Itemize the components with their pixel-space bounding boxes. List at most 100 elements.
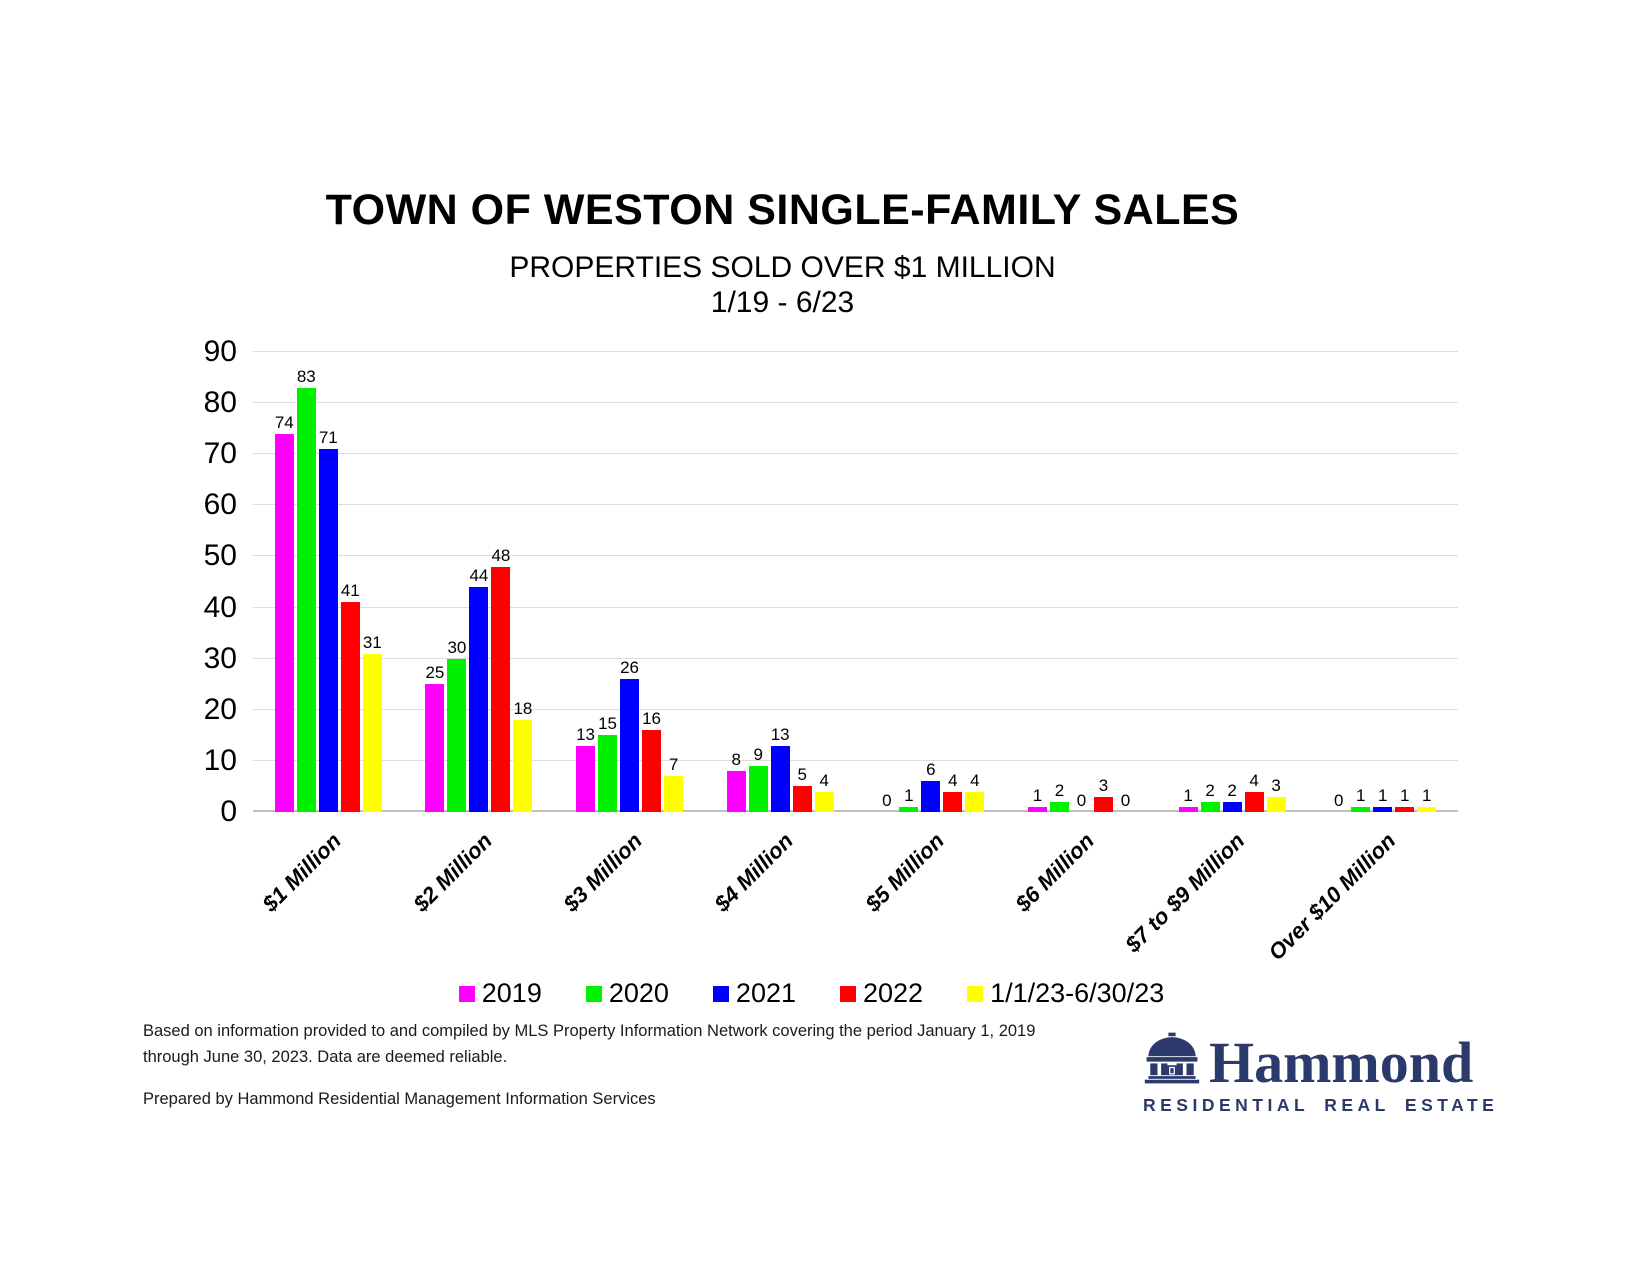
data-label: 83 bbox=[296, 366, 316, 386]
hammond-logo: Hammond RESIDENTIAL REAL ESTATE bbox=[1143, 1030, 1499, 1116]
bar-slot: 41 bbox=[340, 352, 360, 812]
footnote-line3: Prepared by Hammond Residential Manageme… bbox=[143, 1090, 656, 1108]
bar-1/1/23-6/30/23 bbox=[664, 776, 684, 812]
bar-2020 bbox=[296, 387, 316, 812]
data-label: 3 bbox=[1098, 775, 1109, 795]
x-axis-line bbox=[253, 810, 1458, 812]
data-label: 2 bbox=[1227, 780, 1237, 800]
bar-slot: 13 bbox=[576, 352, 596, 812]
x-axis-label: $5 Million bbox=[859, 828, 949, 917]
bar-group: 74 83 71 41 31 bbox=[253, 352, 404, 812]
legend-swatch-icon bbox=[458, 985, 475, 1002]
data-label: 74 bbox=[274, 412, 294, 432]
bar-slot: 13 bbox=[770, 352, 790, 812]
data-label: 2 bbox=[1054, 780, 1065, 800]
bar-2021 bbox=[318, 449, 338, 812]
bar-chart: 0 10 20 30 40 50 60 70 80 90 74 83 71 41 31 25 30 44 48 18… bbox=[165, 337, 1458, 827]
bar-slot: 16 bbox=[642, 352, 662, 812]
bar-slot: 1 bbox=[1027, 352, 1047, 812]
bar-2020 bbox=[748, 766, 768, 812]
data-label: 41 bbox=[340, 581, 360, 601]
footnote-line2: through June 30, 2023. Data are deemed r… bbox=[143, 1048, 508, 1066]
legend: 2019 2020 2021 2022 1/1/23-6/30/23 bbox=[165, 978, 1458, 1009]
legend-item: 1/1/23-6/30/23 bbox=[967, 978, 1164, 1009]
bar-2019 bbox=[274, 433, 294, 812]
bar-slot: 74 bbox=[274, 352, 294, 812]
bar-slot: 2 bbox=[1200, 352, 1220, 812]
bar-slot: 0 bbox=[877, 352, 896, 812]
bar-2020 bbox=[447, 658, 467, 812]
legend-label: 2020 bbox=[608, 978, 669, 1008]
data-label: 48 bbox=[491, 545, 511, 565]
legend-item: 2022 bbox=[840, 978, 923, 1009]
x-label-cell: Over $10 Million bbox=[1263, 814, 1458, 974]
bar-2022 bbox=[491, 566, 511, 812]
bar-slot: 44 bbox=[469, 352, 489, 812]
bar-slot: 0 bbox=[1072, 352, 1091, 812]
bar-slot: 83 bbox=[296, 352, 316, 812]
y-tick-label: 20 bbox=[203, 692, 237, 726]
bar-2022 bbox=[340, 602, 360, 812]
gridline bbox=[253, 759, 1458, 761]
gridline bbox=[253, 453, 1458, 455]
hammond-wordmark: Hammond bbox=[1209, 1030, 1474, 1095]
bar-slot: 26 bbox=[620, 352, 640, 812]
data-label: 9 bbox=[753, 745, 763, 764]
y-tick-label: 60 bbox=[203, 488, 237, 522]
data-label: 15 bbox=[598, 714, 618, 734]
bar-slot: 18 bbox=[513, 352, 533, 812]
bar-2020 bbox=[598, 735, 618, 812]
bar-slot: 48 bbox=[491, 352, 511, 812]
bar-group: 8 9 13 5 4 bbox=[705, 352, 856, 812]
bar-slot: 3 bbox=[1266, 352, 1286, 812]
gridline bbox=[253, 657, 1458, 659]
data-label: 4 bbox=[970, 770, 980, 790]
legend-item: 2021 bbox=[712, 978, 796, 1009]
data-label: 30 bbox=[447, 637, 467, 657]
gridline bbox=[253, 708, 1458, 710]
data-label: 0 bbox=[1120, 791, 1131, 810]
legend-label: 2022 bbox=[863, 978, 924, 1008]
data-label: 0 bbox=[882, 791, 892, 810]
x-axis-label: $3 Million bbox=[558, 828, 648, 917]
bar-slot: 71 bbox=[318, 352, 338, 812]
gridline bbox=[253, 606, 1458, 608]
data-label: 1 bbox=[1377, 785, 1388, 805]
data-label: 13 bbox=[576, 724, 596, 744]
bar-2022 bbox=[1093, 796, 1113, 812]
bar-1/1/23-6/30/23 bbox=[362, 653, 382, 812]
legend-swatch-icon bbox=[712, 985, 729, 1002]
data-label: 1 bbox=[1032, 785, 1043, 805]
bar-slot: 4 bbox=[943, 352, 963, 812]
legend-swatch-icon bbox=[967, 985, 984, 1002]
x-axis-label: $2 Million bbox=[408, 828, 497, 917]
gridline bbox=[253, 351, 1458, 352]
data-label: 7 bbox=[668, 755, 679, 775]
data-label: 18 bbox=[513, 699, 533, 718]
bar-group: 13 15 26 16 7 bbox=[554, 352, 705, 812]
bar-2022 bbox=[943, 791, 963, 812]
data-label: 6 bbox=[926, 760, 936, 780]
footnote: Based on information provided to and com… bbox=[143, 1018, 1035, 1112]
hammond-tagline: RESIDENTIAL REAL ESTATE bbox=[1143, 1095, 1499, 1115]
legend-swatch-icon bbox=[585, 985, 602, 1002]
bar-slot: 25 bbox=[425, 352, 445, 812]
data-label: 16 bbox=[642, 709, 662, 729]
data-label: 1 bbox=[1421, 785, 1432, 805]
title-block: TOWN OF WESTON SINGLE-FAMILY SALES PROPE… bbox=[0, 186, 1565, 320]
data-label: 1 bbox=[1355, 785, 1366, 805]
footnote-line1: Based on information provided to and com… bbox=[143, 1022, 1036, 1040]
y-tick-label: 10 bbox=[203, 743, 237, 777]
bar-2022 bbox=[1395, 806, 1415, 812]
plot-area: 74 83 71 41 31 25 30 44 48 18 13 15 26 16 7 8 9 13 5 4 0 1 6 4 4… bbox=[253, 351, 1458, 812]
x-axis-label: $1 Million bbox=[257, 828, 346, 917]
data-label: 4 bbox=[948, 770, 958, 790]
bar-2019 bbox=[726, 771, 746, 812]
legend-swatch-icon bbox=[840, 985, 856, 1002]
bar-2019 bbox=[1178, 806, 1198, 812]
y-tick-label: 30 bbox=[203, 641, 237, 675]
